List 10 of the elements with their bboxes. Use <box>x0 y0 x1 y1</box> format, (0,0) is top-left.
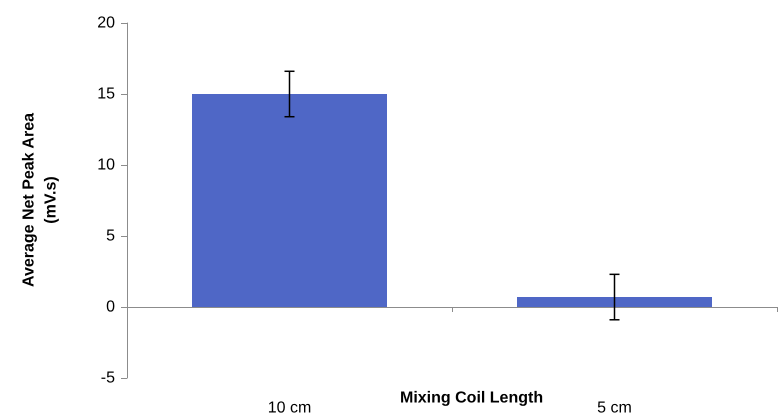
y-tick-label: 20 <box>97 14 116 32</box>
y-tick-label: 10 <box>97 156 116 174</box>
x-tick-label: 10 cm <box>268 400 312 416</box>
y-tick-label: 5 <box>106 228 116 244</box>
x-tick-label: 5 cm <box>597 400 632 416</box>
y-tick-label: 0 <box>106 298 116 316</box>
x-axis-title: Mixing Coil Length <box>400 390 544 406</box>
y-tick-label: 15 <box>97 86 116 102</box>
y-tick-label: -5 <box>100 370 116 386</box>
y-axis-title: Average Net Peak Area (mV.s) <box>20 112 60 288</box>
